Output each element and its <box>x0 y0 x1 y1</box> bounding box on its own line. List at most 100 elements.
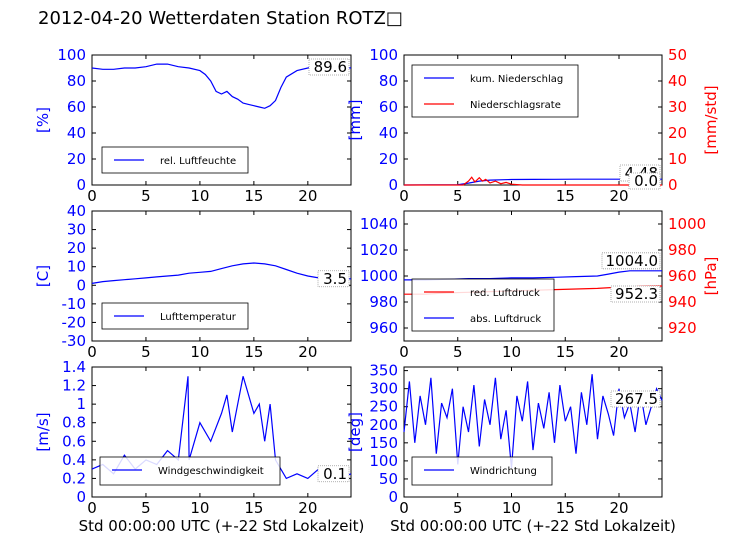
y2-tick-label: 40 <box>668 72 687 90</box>
y-tick-label: 1040 <box>360 215 398 233</box>
legend-label: abs. Luftdruck <box>470 314 541 325</box>
y-axis-label: [C] <box>34 265 52 287</box>
current-value-box <box>308 58 350 76</box>
current-value-label: 1004.0 <box>606 252 659 270</box>
y-tick-label: 20 <box>67 150 86 168</box>
y-tick-label: 1.4 <box>62 358 86 376</box>
y-tick-label: 200 <box>369 416 398 434</box>
y-tick-label: 250 <box>369 398 398 416</box>
y-axis-label: [mm] <box>346 100 364 141</box>
y-tick-label: 960 <box>369 319 398 337</box>
y2-tick-label: 920 <box>668 319 697 337</box>
y-tick-label: -20 <box>62 313 87 331</box>
y-tick-label: 40 <box>67 202 86 220</box>
y-tick-label: 0 <box>388 488 398 506</box>
current-value-label: 89.6 <box>314 58 347 76</box>
y-tick-label: 0 <box>388 176 398 194</box>
x-tick-label: 15 <box>556 499 575 517</box>
y-axis-label: [deg] <box>346 412 364 452</box>
x-axis-label: Std 00:00:00 UTC (+-22 Std Lokalzeit) <box>79 517 365 535</box>
x-tick-label: 0 <box>399 499 409 517</box>
series-line-winddirection-0 <box>403 374 663 469</box>
legend-box <box>411 64 579 118</box>
current-value-box <box>610 285 661 303</box>
y-tick-label: 40 <box>379 124 398 142</box>
y-tick-label: 1.2 <box>62 377 86 395</box>
y-tick-label: 150 <box>369 434 398 452</box>
x-tick-label: 20 <box>298 187 317 205</box>
x-tick-label: 10 <box>502 343 521 361</box>
current-value-box <box>317 465 350 483</box>
legend-label: Windrichtung <box>470 466 537 477</box>
current-value-label: 0.0 <box>634 172 658 190</box>
y-tick-label: 80 <box>379 72 398 90</box>
y-tick-label: 50 <box>379 470 398 488</box>
x-tick-label: 0 <box>87 187 97 205</box>
x-tick-label: 0 <box>399 187 409 205</box>
legend-box <box>99 456 281 486</box>
y-tick-label: 0.4 <box>62 451 86 469</box>
y-tick-label: 60 <box>379 98 398 116</box>
x-tick-label: 15 <box>244 343 263 361</box>
x-tick-label: 0 <box>87 343 97 361</box>
y-tick-label: -10 <box>62 295 87 313</box>
current-value-label: 0.1 <box>323 465 347 483</box>
current-value-label: 952.3 <box>615 285 658 303</box>
series-line-precipitation-0 <box>403 178 662 186</box>
x-tick-label: 20 <box>609 499 628 517</box>
y-tick-label: 20 <box>67 239 86 257</box>
x-tick-label: 10 <box>502 187 521 205</box>
y2-tick-label: 20 <box>668 124 687 142</box>
y-axis-label: [%] <box>34 107 52 133</box>
x-tick-label: 5 <box>141 499 151 517</box>
legend-label: Niederschlagsrate <box>470 100 561 111</box>
x-tick-label: 20 <box>298 499 317 517</box>
y2-axis-label: [hPa] <box>702 257 720 296</box>
y-axis-label: [m/s] <box>34 412 52 451</box>
y-tick-label: 30 <box>67 221 86 239</box>
legend-label: Windgeschwindigkeit <box>158 466 264 477</box>
y2-tick-label: 960 <box>668 267 697 285</box>
y2-tick-label: 1000 <box>668 215 706 233</box>
y-tick-label: -30 <box>62 332 87 350</box>
legend-label: rel. Luftfeuchte <box>160 156 236 167</box>
y2-tick-label: 940 <box>668 293 697 311</box>
y-tick-label: 80 <box>67 72 86 90</box>
y-tick-label: 0.6 <box>62 432 86 450</box>
legend-label: kum. Niederschlag <box>470 74 563 85</box>
y-tick-label: 100 <box>369 46 398 64</box>
series-line-precipitation-1 <box>404 176 662 186</box>
x-tick-label: 15 <box>244 187 263 205</box>
x-tick-label: 0 <box>87 499 97 517</box>
x-tick-label: 10 <box>190 343 209 361</box>
y2-tick-label: 980 <box>668 241 697 259</box>
series-line-humidity-0 <box>91 63 352 109</box>
x-tick-label: 5 <box>141 187 151 205</box>
y2-tick-label: 50 <box>668 46 687 64</box>
y-tick-label: 60 <box>67 98 86 116</box>
x-tick-label: 10 <box>502 499 521 517</box>
series-line-temperature-0 <box>91 262 352 284</box>
current-value-box <box>628 172 661 190</box>
y-tick-label: 0 <box>76 176 86 194</box>
legend-label: Lufttemperatur <box>160 312 237 323</box>
current-value-label: 267.5 <box>615 390 658 408</box>
y-tick-label: 980 <box>369 293 398 311</box>
x-tick-label: 20 <box>609 343 628 361</box>
legend-label: red. Luftdruck <box>470 288 540 299</box>
current-value-label: 3.5 <box>323 270 347 288</box>
y-tick-label: 0 <box>76 488 86 506</box>
y-tick-label: 100 <box>369 452 398 470</box>
x-tick-label: 20 <box>609 187 628 205</box>
y-tick-label: 40 <box>67 124 86 142</box>
x-tick-label: 15 <box>556 343 575 361</box>
y-tick-label: 0.8 <box>62 414 86 432</box>
y-tick-label: 0 <box>76 276 86 294</box>
current-value-box <box>601 252 661 270</box>
y-tick-label: 1020 <box>360 241 398 259</box>
y-tick-label: 350 <box>369 362 398 380</box>
y-tick-label: 1 <box>76 395 86 413</box>
y-tick-label: 10 <box>67 258 86 276</box>
x-axis-label: Std 00:00:00 UTC (+-22 Std Lokalzeit) <box>390 517 676 535</box>
